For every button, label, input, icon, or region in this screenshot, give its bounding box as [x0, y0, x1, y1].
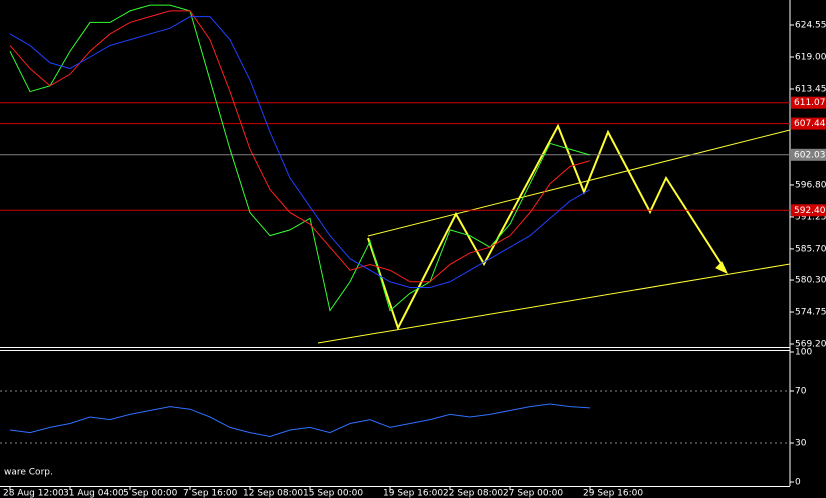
level-label-box	[791, 96, 826, 109]
x-tick-label: 19 Sep 16:00	[383, 489, 443, 498]
series-line	[9, 16, 591, 289]
zigzag	[367, 123, 726, 331]
trend-line	[367, 129, 791, 237]
y-tick-label: 100	[795, 348, 812, 358]
y-tick-label: 574.75	[795, 308, 826, 318]
x-tick-label: 27 Sep 00:00	[503, 489, 563, 498]
level-label: 607.44	[794, 119, 826, 129]
y-tick-label: 580.30	[795, 276, 826, 286]
arrow-head	[715, 261, 729, 275]
x-tick-label: 31 Aug 04:00	[63, 489, 124, 498]
level-label-box	[791, 148, 826, 161]
x-tick-label: 5 Sep 00:00	[123, 489, 178, 498]
watermark: ware Corp.	[4, 468, 53, 478]
y-tick-label: 30	[795, 439, 807, 449]
level-label: 592.40	[794, 206, 826, 216]
series-line	[9, 10, 591, 283]
x-tick-label: 28 Aug 12:00	[3, 489, 64, 498]
trend-line	[317, 263, 791, 344]
x-tick-label: 29 Sep 16:00	[583, 489, 643, 498]
level-label-box	[791, 204, 826, 217]
y-tick-label: 619.00	[795, 52, 826, 62]
x-tick-label: 12 Sep 08:00	[243, 489, 303, 498]
level-label-box	[791, 117, 826, 130]
y-tick-label: 591.25	[795, 212, 826, 222]
level-label: 602.03	[794, 150, 826, 160]
x-tick-label: 7 Sep 16:00	[183, 489, 238, 498]
y-tick-label: 569.20	[795, 340, 826, 350]
y-tick-label: 70	[795, 387, 807, 397]
y-tick-label: 585.70	[795, 244, 826, 254]
y-tick-label: 613.45	[795, 84, 826, 94]
analysis	[317, 123, 791, 344]
y-tick-label: 0	[795, 478, 801, 488]
x-tick-label: 15 Sep 00:00	[303, 489, 363, 498]
series-line	[9, 4, 591, 312]
level-label: 611.07	[794, 98, 826, 108]
series-line	[9, 403, 591, 438]
y-tick-label: 624.55	[795, 21, 826, 31]
x-tick-label: 22 Sep 08:00	[443, 489, 503, 498]
y-tick-label: 596.80	[795, 180, 826, 190]
